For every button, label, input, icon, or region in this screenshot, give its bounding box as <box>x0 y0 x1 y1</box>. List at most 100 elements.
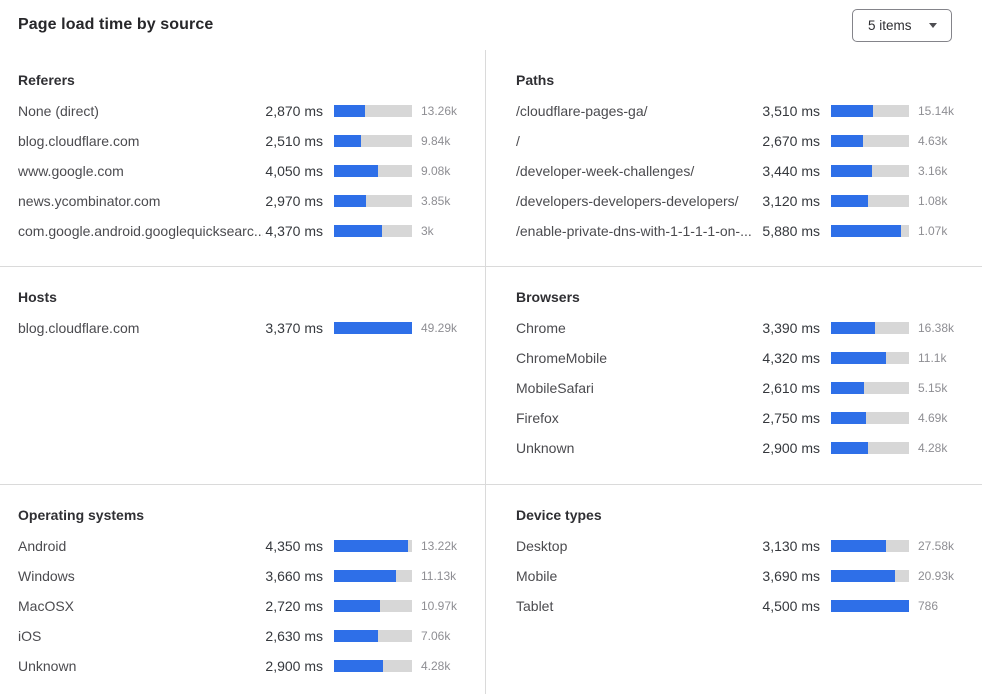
metric-row[interactable]: blog.cloudflare.com 3,370 ms 49.29k <box>18 313 469 343</box>
load-time-bar <box>831 225 909 237</box>
row-load-time-value: 2,900 ms <box>762 440 820 456</box>
load-time-bar-fill <box>334 630 379 642</box>
metric-row[interactable]: Unknown 2,900 ms 4.28k <box>18 651 469 681</box>
metric-row[interactable]: /developer-week-challenges/ 3,440 ms 3.1… <box>516 156 966 186</box>
row-request-count: 20.93k <box>918 569 955 583</box>
row-load-time-value: 3,120 ms <box>762 193 820 209</box>
load-time-bar <box>831 352 909 364</box>
load-time-bar-fill <box>334 165 378 177</box>
section-title: Device types <box>516 507 602 523</box>
metric-row[interactable]: blog.cloudflare.com 2,510 ms 9.84k <box>18 126 469 156</box>
row-load-time-value: 4,320 ms <box>762 350 820 366</box>
metric-row[interactable]: Tablet 4,500 ms 786 <box>516 591 966 621</box>
load-time-bar <box>334 105 412 117</box>
row-load-time-value: 2,750 ms <box>762 410 820 426</box>
row-label: com.google.android.googlequicksearc... <box>18 223 264 239</box>
row-label: MacOSX <box>18 598 75 614</box>
metric-row[interactable]: /cloudflare-pages-ga/ 3,510 ms 15.14k <box>516 96 966 126</box>
row-request-count: 1.08k <box>918 194 948 208</box>
row-load-time-value: 4,350 ms <box>265 538 323 554</box>
load-time-bar-fill <box>334 322 412 334</box>
metric-row[interactable]: Desktop 3,130 ms 27.58k <box>516 531 966 561</box>
load-time-bar-fill <box>334 195 366 207</box>
row-load-time-value: 5,880 ms <box>762 223 820 239</box>
section-title: Browsers <box>516 289 580 305</box>
row-load-time-value: 4,050 ms <box>265 163 323 179</box>
load-time-bar-fill <box>831 352 887 364</box>
row-label: ChromeMobile <box>516 350 608 366</box>
metric-row[interactable]: com.google.android.googlequicksearc... 4… <box>18 216 469 246</box>
row-request-count: 7.06k <box>421 629 451 643</box>
section-title: Referers <box>18 72 75 88</box>
row-label: Windows <box>18 568 75 584</box>
metric-row[interactable]: news.ycombinator.com 2,970 ms 3.85k <box>18 186 469 216</box>
row-load-time-value: 3,440 ms <box>762 163 820 179</box>
load-time-bar <box>831 570 909 582</box>
load-time-bar-fill <box>334 660 384 672</box>
load-time-bar <box>831 412 909 424</box>
row-load-time-value: 3,370 ms <box>265 320 323 336</box>
metric-row[interactable]: Chrome 3,390 ms 16.38k <box>516 313 966 343</box>
row-load-time-value: 3,690 ms <box>762 568 820 584</box>
metric-row[interactable]: Firefox 2,750 ms 4.69k <box>516 403 966 433</box>
items-count-dropdown[interactable]: 5 items <box>852 8 952 42</box>
load-time-bar <box>334 165 412 177</box>
metric-row[interactable]: /developers-developers-developers/ 3,120… <box>516 186 966 216</box>
metric-row[interactable]: / 2,670 ms 4.63k <box>516 126 966 156</box>
metric-row[interactable]: Mobile 3,690 ms 20.93k <box>516 561 966 591</box>
row-load-time-value: 2,870 ms <box>265 103 323 119</box>
row-request-count: 27.58k <box>918 539 955 553</box>
load-time-bar-fill <box>831 225 902 237</box>
metric-row[interactable]: MacOSX 2,720 ms 10.97k <box>18 591 469 621</box>
metric-row[interactable]: iOS 2,630 ms 7.06k <box>18 621 469 651</box>
row-request-count: 9.84k <box>421 134 451 148</box>
load-time-bar <box>334 600 412 612</box>
load-time-bar <box>831 322 909 334</box>
row-request-count: 11.13k <box>421 569 457 583</box>
row-load-time-value: 3,510 ms <box>762 103 820 119</box>
metric-row[interactable]: None (direct) 2,870 ms 13.26k <box>18 96 469 126</box>
section-paths: Paths /cloudflare-pages-ga/ 3,510 ms 15.… <box>486 50 982 267</box>
row-request-count: 4.28k <box>918 441 948 455</box>
row-request-count: 3k <box>421 224 434 238</box>
section-title: Hosts <box>18 289 57 305</box>
load-time-bar-fill <box>334 135 362 147</box>
load-time-bar-fill <box>831 195 869 207</box>
row-request-count: 49.29k <box>421 321 458 335</box>
row-request-count: 5.15k <box>918 381 948 395</box>
section-rows: /cloudflare-pages-ga/ 3,510 ms 15.14k / … <box>516 96 966 246</box>
load-time-bar <box>831 165 909 177</box>
load-time-bar-fill <box>334 540 409 552</box>
load-time-bar <box>334 225 412 237</box>
row-label: www.google.com <box>18 163 124 179</box>
load-time-bar <box>831 195 909 207</box>
load-time-bar <box>831 600 909 612</box>
load-time-bar-fill <box>831 135 863 147</box>
row-load-time-value: 3,660 ms <box>265 568 323 584</box>
metric-row[interactable]: Android 4,350 ms 13.22k <box>18 531 469 561</box>
metric-row[interactable]: Windows 3,660 ms 11.13k <box>18 561 469 591</box>
load-time-bar <box>334 570 412 582</box>
load-time-bar <box>831 135 909 147</box>
row-label: Unknown <box>18 658 77 674</box>
load-time-bar-fill <box>831 600 909 612</box>
row-request-count: 1.07k <box>918 224 948 238</box>
row-load-time-value: 2,510 ms <box>265 133 323 149</box>
row-label: Mobile <box>516 568 558 584</box>
metric-row[interactable]: ChromeMobile 4,320 ms 11.1k <box>516 343 966 373</box>
metric-row[interactable]: www.google.com 4,050 ms 9.08k <box>18 156 469 186</box>
metric-row[interactable]: MobileSafari 2,610 ms 5.15k <box>516 373 966 403</box>
metric-row[interactable]: /enable-private-dns-with-1-1-1-1-on-... … <box>516 216 966 246</box>
row-load-time-value: 2,670 ms <box>762 133 820 149</box>
load-time-bar <box>334 540 412 552</box>
metric-row[interactable]: Unknown 2,900 ms 4.28k <box>516 433 966 463</box>
row-load-time-value: 2,720 ms <box>265 598 323 614</box>
row-request-count: 11.1k <box>918 351 947 365</box>
section-rows: Android 4,350 ms 13.22k Windows 3,660 ms… <box>18 531 469 681</box>
row-label: iOS <box>18 628 42 644</box>
row-label: / <box>516 133 520 149</box>
row-label: MobileSafari <box>516 380 594 396</box>
load-time-bar-fill <box>831 165 873 177</box>
items-count-label: 5 items <box>868 17 912 33</box>
